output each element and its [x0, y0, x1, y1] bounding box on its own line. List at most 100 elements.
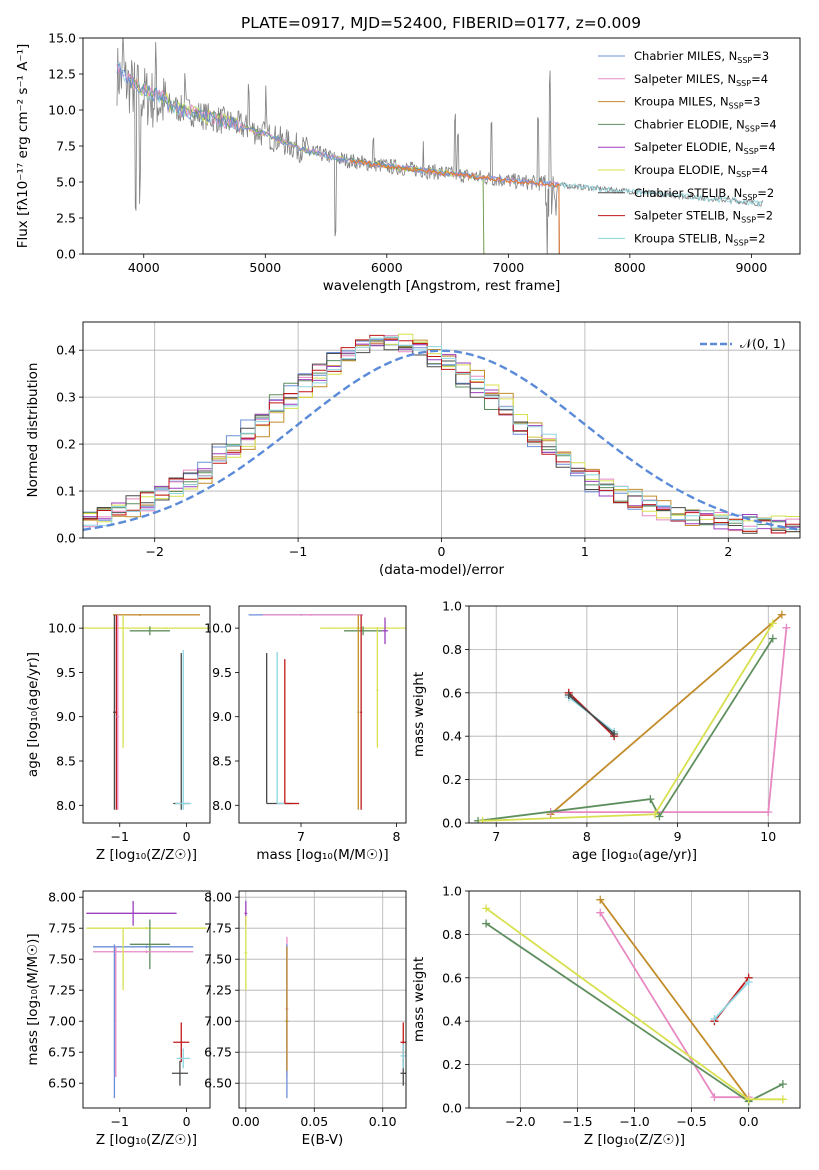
chart-age-vs-Z: −1 0 8.0 8.5 9.0 9.5 10.0 Z [log₁₀(Z/Z☉)] age [l…: [25, 605, 211, 863]
y-tick-label: 5.0: [56, 175, 76, 190]
x-tick-label: 7: [297, 829, 305, 844]
legend-name: Salpeter ELODIE, N: [634, 140, 744, 154]
y-tick-label: 0.8: [442, 642, 462, 657]
x-tick-label: 9000: [735, 260, 767, 275]
model-spectrum-overlay: [349, 159, 560, 254]
x-tick-label: −1: [289, 544, 307, 559]
y-tick-label: 0.2: [442, 1057, 462, 1072]
weight-point-marker: [655, 812, 664, 821]
weight-point-marker: [782, 623, 791, 632]
axes-frame: [468, 890, 801, 1109]
legend-count: =2: [756, 209, 773, 223]
x-axis-label: mass [log₁₀(M/M☉)]: [256, 847, 388, 863]
legend-count: =4: [751, 163, 768, 177]
plot-area: [83, 322, 800, 538]
legend-subscript: SSP: [742, 193, 757, 202]
y-tick-label: 8.0: [212, 798, 232, 813]
weight-series-line: [599, 899, 750, 1100]
plot-area: [248, 613, 406, 810]
y-tick-label: 0.2: [442, 772, 462, 787]
y-tick-label: 7.25: [48, 983, 76, 998]
x-axis-label: age [log₁₀(age/yr)]: [572, 847, 697, 863]
x-tick-label: −2.0: [505, 1114, 535, 1129]
x-tick-label: 9: [674, 829, 682, 844]
x-tick-label: −1: [111, 829, 129, 844]
y-tick-label: 1.0: [442, 599, 462, 614]
legend-label: Chabrier MILES, NSSP=3: [634, 49, 769, 65]
plot-area: [469, 891, 800, 1108]
x-tick-label: 0.0: [739, 1114, 759, 1129]
legend-subscript: SSP: [744, 147, 759, 156]
y-tick-label: 8.5: [56, 754, 76, 769]
legend-label: Kroupa STELIB, NSSP=2: [634, 231, 765, 247]
weight-point-marker: [650, 810, 659, 819]
chart-weight-vs-Z: −2.0 −1.5 −1.0 −0.5 0.0 0.0 0.2 0.4 0.6 0.8 1.0 Z […: [411, 884, 801, 1148]
y-tick-label: 12.5: [48, 67, 76, 82]
y-tick-label: 0.0: [442, 816, 462, 831]
legend-name: Kroupa MILES, N: [634, 95, 729, 109]
y-axis-label: age [log₁₀(age/yr)]: [25, 652, 41, 777]
weight-point-marker: [710, 1093, 719, 1102]
weight-point-marker: [596, 908, 605, 917]
x-tick-label: 8000: [614, 260, 646, 275]
legend-name: Chabrier STELIB, N: [634, 186, 742, 200]
legend-label: Salpeter ELODIE, NSSP=4: [634, 140, 776, 156]
x-tick-label: 7000: [492, 260, 524, 275]
legend-name: Chabrier ELODIE, N: [634, 117, 745, 131]
legend-name: Kroupa STELIB, N: [634, 231, 734, 245]
plot-area: [116, 38, 764, 254]
legend-count: =2: [757, 186, 774, 200]
y-tick-label: 0.3: [56, 390, 76, 405]
chart-mass-vs-Z: −1 0 6.50 6.75 7.00 7.25 7.50 7.75 8.00 Z [log₁₀(…: [25, 890, 211, 1148]
legend-subscript: SSP: [741, 216, 756, 225]
weight-point-marker: [610, 730, 619, 739]
y-tick-label: 7.75: [204, 921, 232, 936]
weight-point-marker: [710, 1015, 719, 1024]
y-tick-label: 0.6: [442, 685, 462, 700]
axes-frame: [82, 37, 801, 255]
y-axis-label: Flux [fλ10⁻¹⁷ erg cm⁻² s⁻¹ A⁻¹]: [15, 44, 31, 249]
x-tick-label: −2: [145, 544, 163, 559]
legend-subscript: SSP: [736, 170, 751, 179]
weight-series-line: [477, 638, 774, 822]
y-tick-label: 0.0: [56, 247, 76, 262]
observed-spectrum: [116, 38, 764, 254]
y-tick-label: 0.2: [56, 437, 76, 452]
legend-label: Chabrier STELIB, NSSP=2: [634, 186, 774, 202]
legend-label: 𝒩(0, 1): [740, 336, 786, 351]
residual-histogram: [83, 336, 800, 530]
weight-point-marker: [778, 1095, 787, 1104]
legend-name: Salpeter MILES, N: [634, 72, 736, 86]
weight-point-marker: [646, 795, 655, 804]
legend-subscript: SSP: [737, 56, 752, 65]
legend-label: Kroupa ELODIE, NSSP=4: [634, 163, 768, 179]
y-tick-label: 9.0: [56, 709, 76, 724]
axes-frame: [238, 605, 407, 824]
y-tick-label: 0.0: [442, 1101, 462, 1116]
weight-point-marker: [777, 610, 786, 619]
x-axis-label: E(B-V): [302, 1132, 344, 1148]
y-tick-label: 0.4: [442, 729, 462, 744]
legend-label: Salpeter MILES, NSSP=4: [634, 72, 768, 88]
legend-count: =3: [744, 95, 761, 109]
y-tick-label: 1.0: [442, 884, 462, 899]
chart-weight-vs-age: 7 8 9 10 0.0 0.2 0.4 0.6 0.8 1.0 age [log₁₀(age/yr…: [411, 599, 801, 863]
axes-frame: [82, 605, 211, 824]
y-tick-label: 0.8: [442, 927, 462, 942]
y-tick-label: 8.0: [56, 798, 76, 813]
weight-point-marker: [564, 690, 573, 699]
x-tick-label: −0.5: [676, 1114, 706, 1129]
y-tick-label: 7.5: [56, 139, 76, 154]
legend-count: =4: [759, 140, 776, 154]
x-tick-label: 8: [583, 829, 591, 844]
weight-point-marker: [482, 919, 491, 928]
weight-point-marker: [768, 634, 777, 643]
x-tick-label: 1: [581, 544, 589, 559]
weight-point-marker: [596, 895, 605, 904]
chart-mass-vs-EBV: 0.00 0.05 0.10 6.50 6.75 7.00 7.25 7.50 7.75 8.00…: [204, 890, 407, 1148]
y-tick-label: 9.0: [212, 709, 232, 724]
plot-area: [86, 900, 207, 1099]
x-tick-label: 5000: [249, 260, 281, 275]
weight-point-marker: [764, 808, 773, 817]
